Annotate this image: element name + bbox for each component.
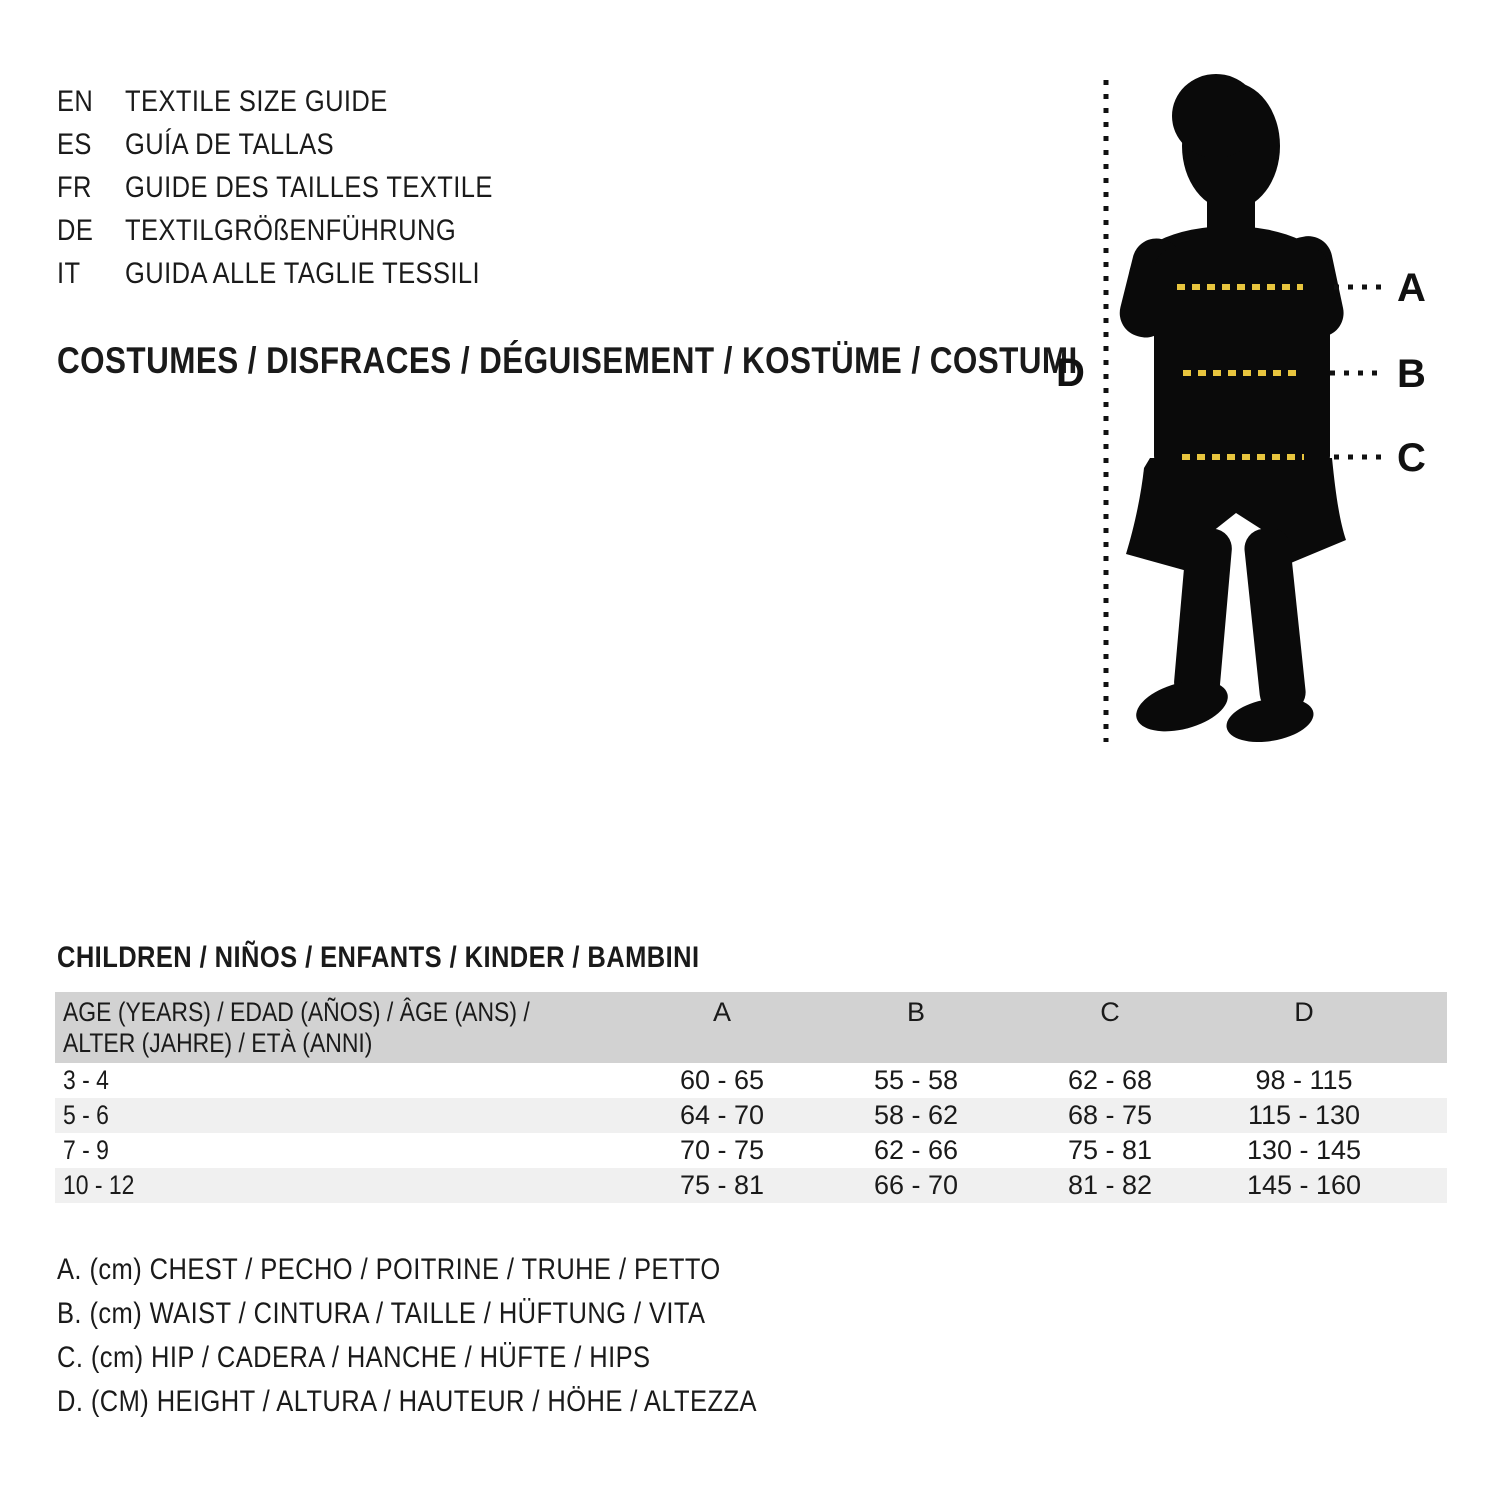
language-row-de: DE TEXTILGRÖßENFÜHRUNG [57, 209, 558, 252]
column-header-c: C [1100, 997, 1120, 1027]
language-row-fr: FR GUIDE DES TAILLES TEXTILE [57, 166, 558, 209]
chest-cell: 64 - 70 [679, 1100, 765, 1130]
age-header-line2: ALTER (JAHRE) / ETÀ (ANNI) [63, 1028, 373, 1058]
legend-line-hip: C. (cm) HIP / CADERA / HANCHE / HÜFTE / … [57, 1341, 651, 1374]
chest-cell: 60 - 65 [679, 1065, 765, 1095]
language-code: IT [57, 256, 81, 290]
age-cell: 5 - 6 [63, 1100, 109, 1130]
language-title: TEXTILE SIZE GUIDE [125, 84, 388, 118]
legend-line-waist: B. (cm) WAIST / CINTURA / TAILLE / HÜFTU… [57, 1297, 706, 1330]
waist-cell: 58 - 62 [873, 1100, 959, 1130]
age-cell: 3 - 4 [63, 1065, 109, 1095]
table-row: 5 - 6 64 - 70 58 - 62 68 - 75 115 - 130 [55, 1098, 1447, 1133]
table-row: 10 - 12 75 - 81 66 - 70 81 - 82 145 - 16… [55, 1168, 1447, 1203]
language-row-es: ES GUÍA DE TALLAS [57, 123, 558, 166]
hip-cell: 81 - 82 [1067, 1170, 1153, 1200]
age-header-line1: AGE (YEARS) / EDAD (AÑOS) / ÂGE (ANS) / [63, 997, 530, 1027]
age-column-header: AGE (YEARS) / EDAD (AÑOS) / ÂGE (ANS) / … [55, 997, 625, 1059]
measure-label-a: A [1397, 266, 1426, 310]
legend-line-height: D. (CM) HEIGHT / ALTURA / HAUTEUR / HÖHE… [57, 1385, 757, 1418]
chest-cell: 70 - 75 [679, 1135, 765, 1165]
language-code: DE [57, 213, 94, 247]
language-title: TEXTILGRÖßENFÜHRUNG [125, 213, 457, 247]
height-cell: 115 - 130 [1247, 1100, 1361, 1130]
measurement-legend: A. (cm) CHEST / PECHO / POITRINE / TRUHE… [57, 1248, 880, 1424]
category-heading-text: COSTUMES / DISFRACES / DÉGUISEMENT / KOS… [57, 340, 1078, 381]
measure-label-d: D [1056, 351, 1085, 395]
table-title: CHILDREN / NIÑOS / ENFANTS / KINDER / BA… [57, 941, 813, 975]
measurement-figure: A B C D [1040, 58, 1500, 758]
height-cell: 130 - 145 [1246, 1135, 1362, 1165]
table-row: 3 - 4 60 - 65 55 - 58 62 - 68 98 - 115 [55, 1063, 1447, 1098]
children-size-table: AGE (YEARS) / EDAD (AÑOS) / ÂGE (ANS) / … [55, 992, 1447, 1203]
waist-cell: 62 - 66 [873, 1135, 959, 1165]
age-cell: 7 - 9 [63, 1135, 109, 1165]
waist-cell: 66 - 70 [873, 1170, 959, 1200]
language-title: GUIDE DES TAILLES TEXTILE [125, 170, 493, 204]
language-row-en: EN TEXTILE SIZE GUIDE [57, 80, 558, 123]
age-cell: 10 - 12 [63, 1170, 135, 1200]
table-row: 7 - 9 70 - 75 62 - 66 75 - 81 130 - 145 [55, 1133, 1447, 1168]
language-title: GUIDA ALLE TAGLIE TESSILI [125, 256, 481, 290]
language-title: GUÍA DE TALLAS [125, 127, 335, 161]
chest-cell: 75 - 81 [679, 1170, 765, 1200]
table-header-row: AGE (YEARS) / EDAD (AÑOS) / ÂGE (ANS) / … [55, 992, 1447, 1063]
language-title-block: EN TEXTILE SIZE GUIDE ES GUÍA DE TALLAS … [57, 80, 558, 295]
column-header-d: D [1294, 997, 1314, 1027]
language-code: FR [57, 170, 92, 204]
measure-label-b: B [1397, 352, 1426, 396]
hip-cell: 68 - 75 [1067, 1100, 1153, 1130]
height-cell: 98 - 115 [1255, 1065, 1353, 1095]
child-silhouette-figure [1119, 74, 1346, 743]
child-silhouette-graphic: A B C D [1056, 74, 1426, 743]
language-code: EN [57, 84, 94, 118]
column-header-b: B [906, 997, 925, 1027]
language-row-it: IT GUIDA ALLE TAGLIE TESSILI [57, 252, 558, 295]
column-header-a: A [712, 997, 731, 1027]
hip-cell: 62 - 68 [1067, 1065, 1153, 1095]
category-heading: COSTUMES / DISFRACES / DÉGUISEMENT / KOS… [57, 340, 1258, 382]
hip-cell: 75 - 81 [1067, 1135, 1153, 1165]
waist-cell: 55 - 58 [873, 1065, 959, 1095]
legend-line-chest: A. (cm) CHEST / PECHO / POITRINE / TRUHE… [57, 1253, 721, 1286]
language-code: ES [57, 127, 92, 161]
height-cell: 145 - 160 [1246, 1170, 1362, 1200]
table-title-text: CHILDREN / NIÑOS / ENFANTS / KINDER / BA… [57, 941, 700, 974]
measure-label-c: C [1397, 436, 1426, 480]
